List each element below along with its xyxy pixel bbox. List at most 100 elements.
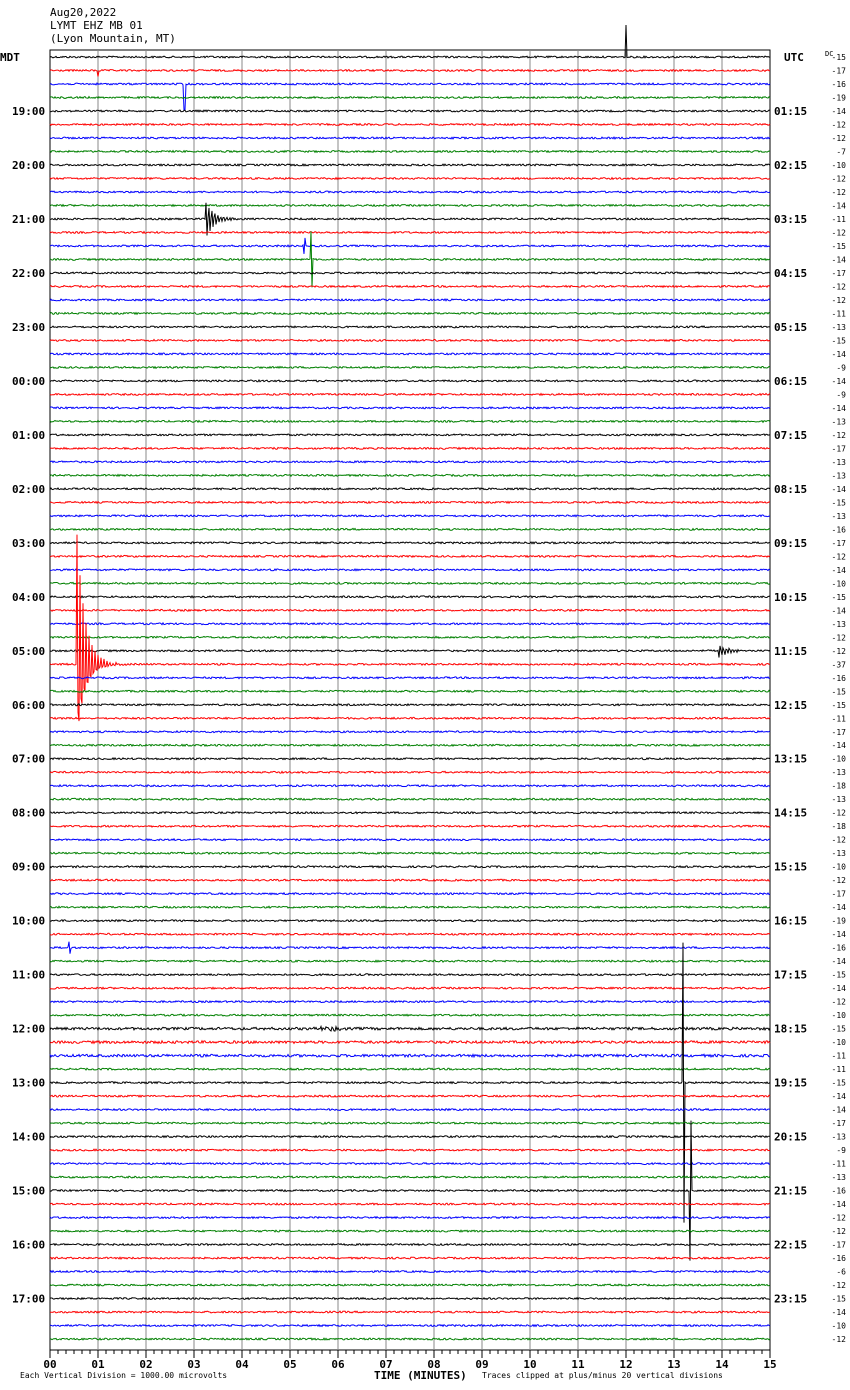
trace-line	[49, 406, 771, 410]
dc-offset-label: -12	[832, 1214, 847, 1223]
left-hour-label: 08:00	[12, 807, 45, 820]
dc-offset-label: -18	[832, 782, 847, 791]
left-timezone-label: MDT	[0, 51, 20, 64]
trace-line	[49, 972, 771, 977]
trace-line	[49, 352, 771, 356]
left-hour-label: 23:00	[12, 321, 45, 334]
dc-offset-label: -14	[832, 255, 847, 264]
dc-offset-label: -13	[832, 795, 847, 804]
trace-line	[49, 1067, 771, 1071]
x-tick-label: 07	[379, 1358, 392, 1371]
dc-offset-label: -10	[832, 755, 847, 764]
trace-line	[49, 1121, 770, 1125]
dc-offset-label: -12	[832, 552, 847, 561]
dc-offset-label: -14	[832, 606, 847, 615]
trace-line	[49, 783, 771, 788]
left-hour-label: 14:00	[12, 1131, 45, 1144]
trace-line	[49, 325, 771, 329]
trace-line	[49, 487, 771, 491]
dc-offset-label: -12	[832, 647, 847, 656]
dc-offset-label: -12	[832, 1227, 847, 1236]
dc-offset-label: -12	[832, 1335, 847, 1344]
trace-line	[49, 837, 771, 842]
right-hour-label: 21:15	[774, 1185, 807, 1198]
right-hour-label: 01:15	[774, 105, 807, 118]
dc-offset-label: -12	[832, 174, 847, 183]
dc-offset-label: -16	[832, 1254, 847, 1263]
dc-offset-label: -13	[832, 323, 847, 332]
dc-offset-label: -6	[836, 1268, 846, 1277]
dc-offset-label: -37	[832, 660, 847, 669]
dc-offset-label: -9	[836, 390, 846, 399]
right-hour-label: 11:15	[774, 645, 807, 658]
left-hour-label: 15:00	[12, 1185, 45, 1198]
trace-line	[49, 379, 771, 383]
x-tick-label: 10	[523, 1358, 536, 1371]
dc-offset-label: -11	[832, 215, 847, 224]
trace-line	[49, 1337, 771, 1341]
trace-line	[49, 419, 771, 424]
dc-offset-label: -16	[832, 80, 847, 89]
trace-line	[49, 824, 771, 829]
dc-offset-label: -12	[832, 1281, 847, 1290]
trace-line	[49, 338, 771, 343]
dc-offset-label: -17	[832, 539, 847, 548]
x-axis-label: TIME (MINUTES)	[374, 1369, 467, 1382]
right-hour-label: 09:15	[774, 537, 807, 550]
dc-offset-label: -14	[832, 930, 847, 939]
dc-offset-label: -12	[832, 998, 847, 1007]
right-hour-label: 18:15	[774, 1023, 807, 1036]
dc-offset-label: -15	[832, 593, 847, 602]
location-label: (Lyon Mountain, MT)	[50, 32, 176, 45]
clip-note: Traces clipped at plus/minus 20 vertical…	[482, 1371, 723, 1380]
trace-line	[49, 675, 771, 680]
x-tick-label: 03	[187, 1358, 200, 1371]
trace-line	[49, 1161, 771, 1166]
dc-offset-label: -12	[832, 228, 847, 237]
dc-offset-label: -14	[832, 485, 847, 494]
dc-offset-label: -13	[832, 512, 847, 521]
trace-line	[49, 729, 771, 734]
trace-line	[49, 959, 771, 963]
trace-line	[49, 864, 771, 869]
dc-offset-label: -14	[832, 1200, 847, 1209]
trace-line	[49, 1120, 771, 1261]
left-hour-label: 12:00	[12, 1023, 45, 1036]
trace-line	[49, 190, 771, 194]
dc-offset-label: -14	[832, 350, 847, 359]
dc-offset-label: -14	[832, 957, 847, 966]
left-hour-label: 22:00	[12, 267, 45, 280]
dc-offset-label: -12	[832, 120, 847, 129]
dc-offset-label: -12	[832, 134, 847, 143]
trace-line	[49, 1229, 771, 1233]
dc-offset-label: -13	[832, 471, 847, 480]
right-hour-label: 06:15	[774, 375, 807, 388]
trace-line	[49, 1215, 771, 1220]
right-hour-label: 14:15	[774, 807, 807, 820]
trace-line	[49, 986, 771, 991]
trace-line	[50, 460, 771, 464]
traces	[49, 24, 771, 1341]
trace-line	[49, 1148, 771, 1152]
trace-line	[49, 621, 770, 626]
trace-line	[49, 1134, 771, 1139]
dc-offset-label: -14	[832, 566, 847, 575]
right-hour-label: 16:15	[774, 915, 807, 928]
right-hour-label: 03:15	[774, 213, 807, 226]
right-hour-label: 22:15	[774, 1239, 807, 1252]
dc-offset-label: -9	[836, 1146, 846, 1155]
dc-offset-label: -14	[832, 107, 847, 116]
x-tick-label: 12	[619, 1358, 632, 1371]
dc-offset-label: -10	[832, 863, 847, 872]
trace-line	[49, 716, 771, 721]
trace-line	[49, 1024, 771, 1033]
right-hour-label: 12:15	[774, 699, 807, 712]
left-hour-label: 11:00	[12, 969, 45, 982]
trace-line	[49, 230, 771, 235]
trace-line	[49, 271, 771, 275]
trace-line	[49, 1107, 770, 1112]
right-hour-label: 07:15	[774, 429, 807, 442]
trace-line	[49, 433, 771, 437]
dc-offset-label: -15	[832, 701, 847, 710]
trace-line	[49, 541, 771, 545]
